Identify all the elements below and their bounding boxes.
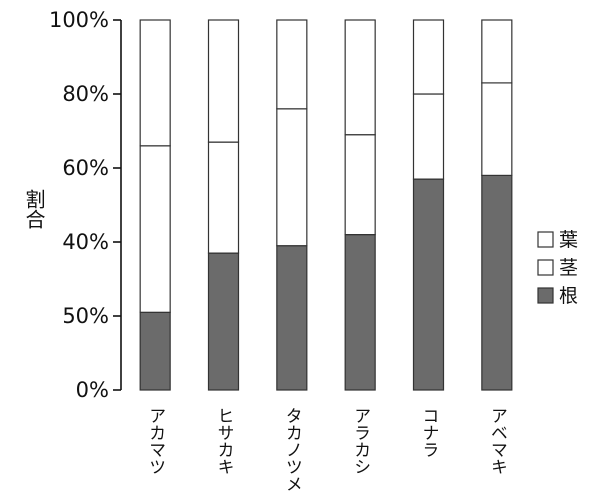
legend-label: 根 bbox=[559, 285, 578, 307]
bar-segment bbox=[276, 245, 308, 391]
bar-segment bbox=[481, 174, 513, 391]
x-tick-label: アベマキ bbox=[487, 407, 507, 475]
bar-segment bbox=[207, 252, 240, 391]
legend-label: 茎 bbox=[559, 257, 578, 279]
bar-segment bbox=[344, 19, 376, 136]
bar-segment bbox=[139, 19, 171, 147]
bar-segment bbox=[344, 134, 376, 236]
bar-segment bbox=[207, 141, 240, 254]
bar-segment bbox=[412, 178, 445, 391]
y-tick-label: 50% bbox=[62, 304, 109, 328]
y-tick-label: 60% bbox=[62, 156, 109, 180]
x-tick-label: アラカシ bbox=[350, 407, 370, 475]
legend-swatch bbox=[537, 287, 554, 304]
x-tick-label: タカノツメ bbox=[282, 407, 302, 492]
x-tick-label: アカマツ bbox=[145, 407, 165, 475]
bar-segment bbox=[276, 108, 308, 247]
legend: 葉茎根 bbox=[537, 229, 578, 307]
x-axis-labels: アカマツ ヒサカキ タカノツメ アラカシ コナラ アベマキ bbox=[145, 407, 507, 492]
bar-segment bbox=[139, 145, 171, 313]
y-tick-label: 80% bbox=[62, 82, 109, 106]
y-tick-label: 0% bbox=[76, 378, 109, 402]
bar-segment bbox=[412, 93, 445, 180]
bar-segment bbox=[344, 234, 376, 391]
y-tick-label: 100% bbox=[49, 8, 109, 32]
y-axis: 0% 50% 40% 60% 80% 100% bbox=[49, 8, 122, 402]
y-tick-label: 40% bbox=[62, 230, 109, 254]
y-axis-title: 割合 bbox=[22, 189, 46, 229]
bar-segment bbox=[481, 19, 513, 84]
bar-segment bbox=[276, 19, 308, 110]
bar-segment bbox=[207, 19, 240, 143]
x-tick-label: ヒサカキ bbox=[214, 407, 234, 475]
legend-swatch bbox=[537, 259, 554, 276]
x-tick-label: コナラ bbox=[419, 407, 439, 458]
bar-segment bbox=[481, 82, 513, 177]
bar-segment bbox=[139, 311, 171, 391]
legend-label: 葉 bbox=[559, 229, 578, 251]
bar-segment bbox=[412, 19, 445, 95]
bars bbox=[139, 19, 513, 391]
legend-swatch bbox=[537, 231, 554, 248]
